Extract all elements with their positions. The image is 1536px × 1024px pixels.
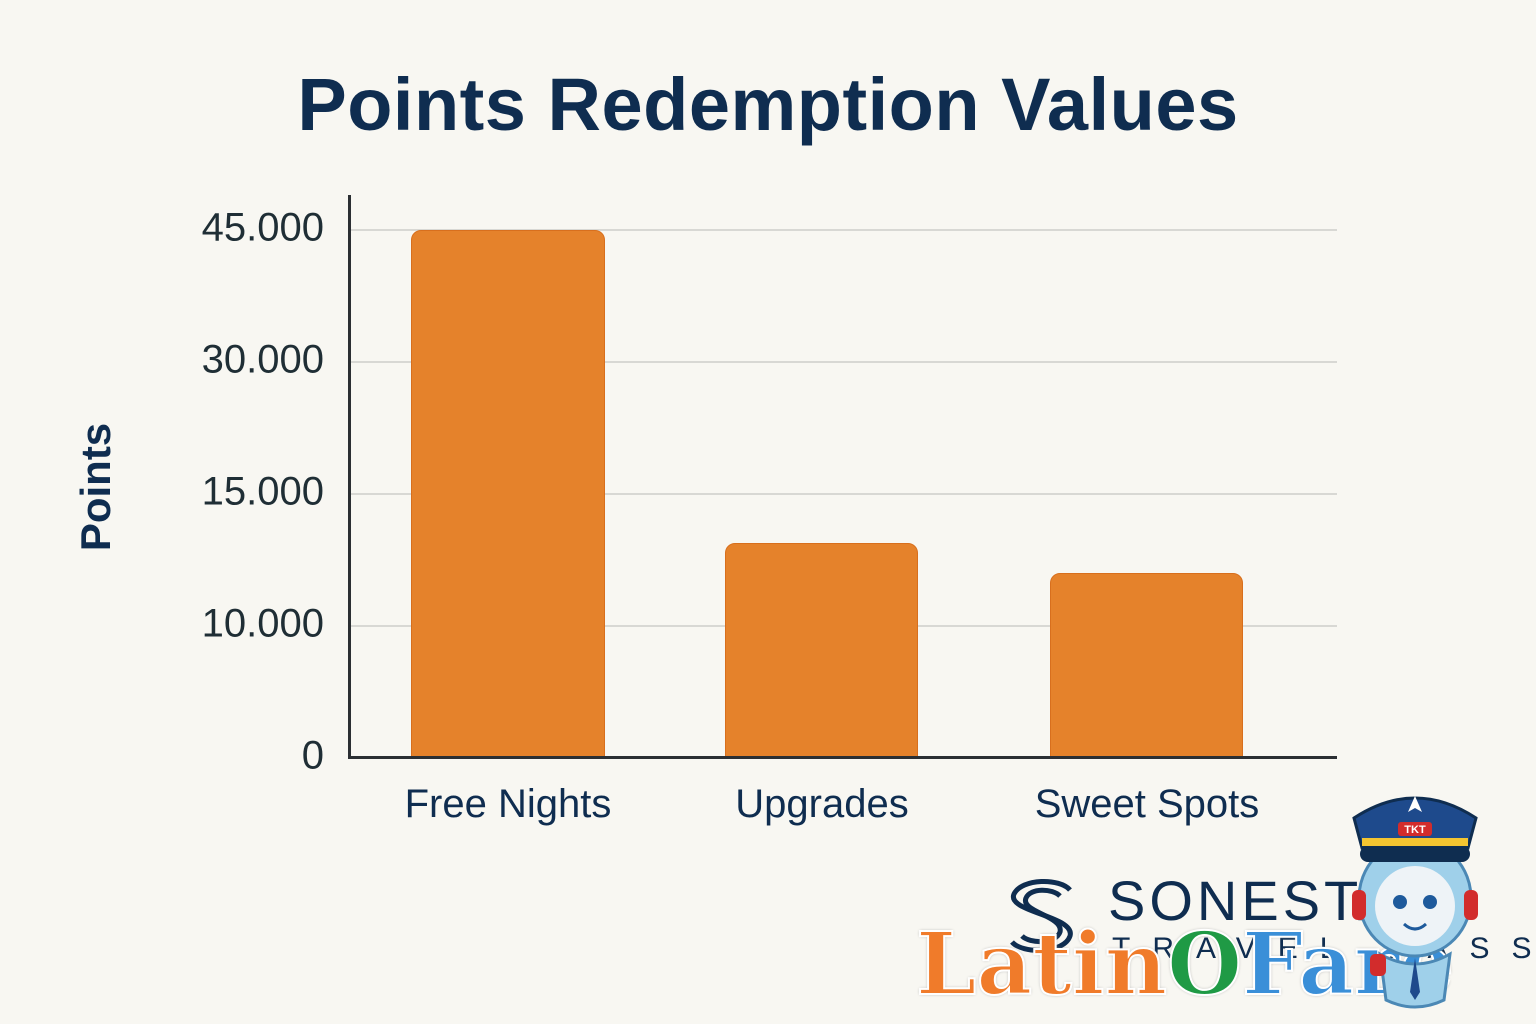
svg-text:TKT: TKT <box>1404 824 1426 836</box>
gridline-15000 <box>351 493 1337 495</box>
gridline-45000 <box>351 229 1337 231</box>
y-tick-15000: 15.000 <box>201 469 324 514</box>
x-tick-sweet-spots: Sweet Spots <box>1034 782 1260 826</box>
y-tick-10000: 10.000 <box>201 601 324 646</box>
bar-free-nights <box>411 230 605 757</box>
y-tick-0: 0 <box>301 733 324 778</box>
sonesta-logo-icon <box>1010 878 1073 953</box>
bar-sweet-spots <box>1050 573 1243 757</box>
latinofare-logo-latin: Latin <box>915 914 1168 1015</box>
sonesta-brand-name: SONESTA <box>1108 869 1400 932</box>
y-axis-line <box>348 195 351 758</box>
y-tick-30000: 30.000 <box>201 337 324 382</box>
x-tick-free-nights: Free Nights <box>404 782 612 826</box>
gridline-30000 <box>351 361 1337 363</box>
y-tick-45000: 45.000 <box>201 205 324 250</box>
y-axis-label: Points <box>72 422 119 552</box>
x-axis-line <box>348 756 1337 759</box>
chart-title: Points Redemption Values <box>297 63 1239 146</box>
latinofare-logo-swirl: O <box>1166 914 1243 1015</box>
pilot-mascot-icon: TKT <box>1352 796 1478 1009</box>
x-tick-upgrades: Upgrades <box>735 782 909 826</box>
sonesta-brand-subtitle: TRAVEL PASS <box>1112 932 1536 965</box>
bar-upgrades <box>725 543 918 757</box>
